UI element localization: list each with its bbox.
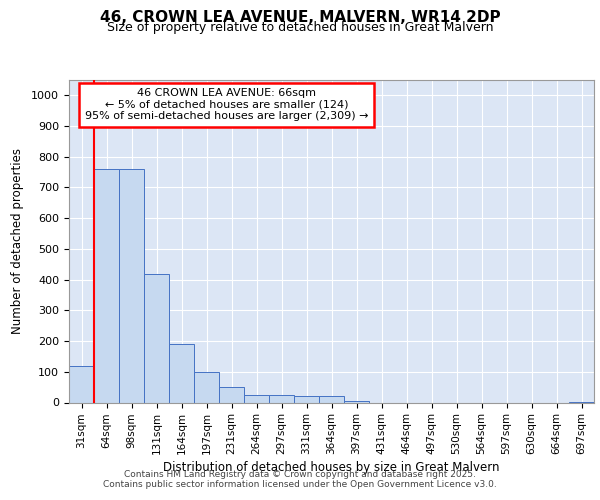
Bar bbox=[94, 169, 119, 402]
Bar bbox=[294, 396, 319, 402]
Text: 46, CROWN LEA AVENUE, MALVERN, WR14 2DP: 46, CROWN LEA AVENUE, MALVERN, WR14 2DP bbox=[100, 10, 500, 25]
Bar bbox=[244, 395, 269, 402]
Bar bbox=[119, 169, 144, 402]
Text: Size of property relative to detached houses in Great Malvern: Size of property relative to detached ho… bbox=[107, 21, 493, 34]
Bar bbox=[194, 372, 219, 402]
Bar bbox=[69, 366, 94, 403]
Bar bbox=[219, 387, 244, 402]
Bar bbox=[169, 344, 194, 403]
X-axis label: Distribution of detached houses by size in Great Malvern: Distribution of detached houses by size … bbox=[163, 462, 500, 474]
Text: 46 CROWN LEA AVENUE: 66sqm
← 5% of detached houses are smaller (124)
95% of semi: 46 CROWN LEA AVENUE: 66sqm ← 5% of detac… bbox=[85, 88, 368, 122]
Text: Contains HM Land Registry data © Crown copyright and database right 2025.: Contains HM Land Registry data © Crown c… bbox=[124, 470, 476, 479]
Y-axis label: Number of detached properties: Number of detached properties bbox=[11, 148, 25, 334]
Bar bbox=[269, 395, 294, 402]
Bar bbox=[144, 274, 169, 402]
Bar bbox=[319, 396, 344, 402]
Bar bbox=[344, 401, 369, 402]
Text: Contains public sector information licensed under the Open Government Licence v3: Contains public sector information licen… bbox=[103, 480, 497, 489]
